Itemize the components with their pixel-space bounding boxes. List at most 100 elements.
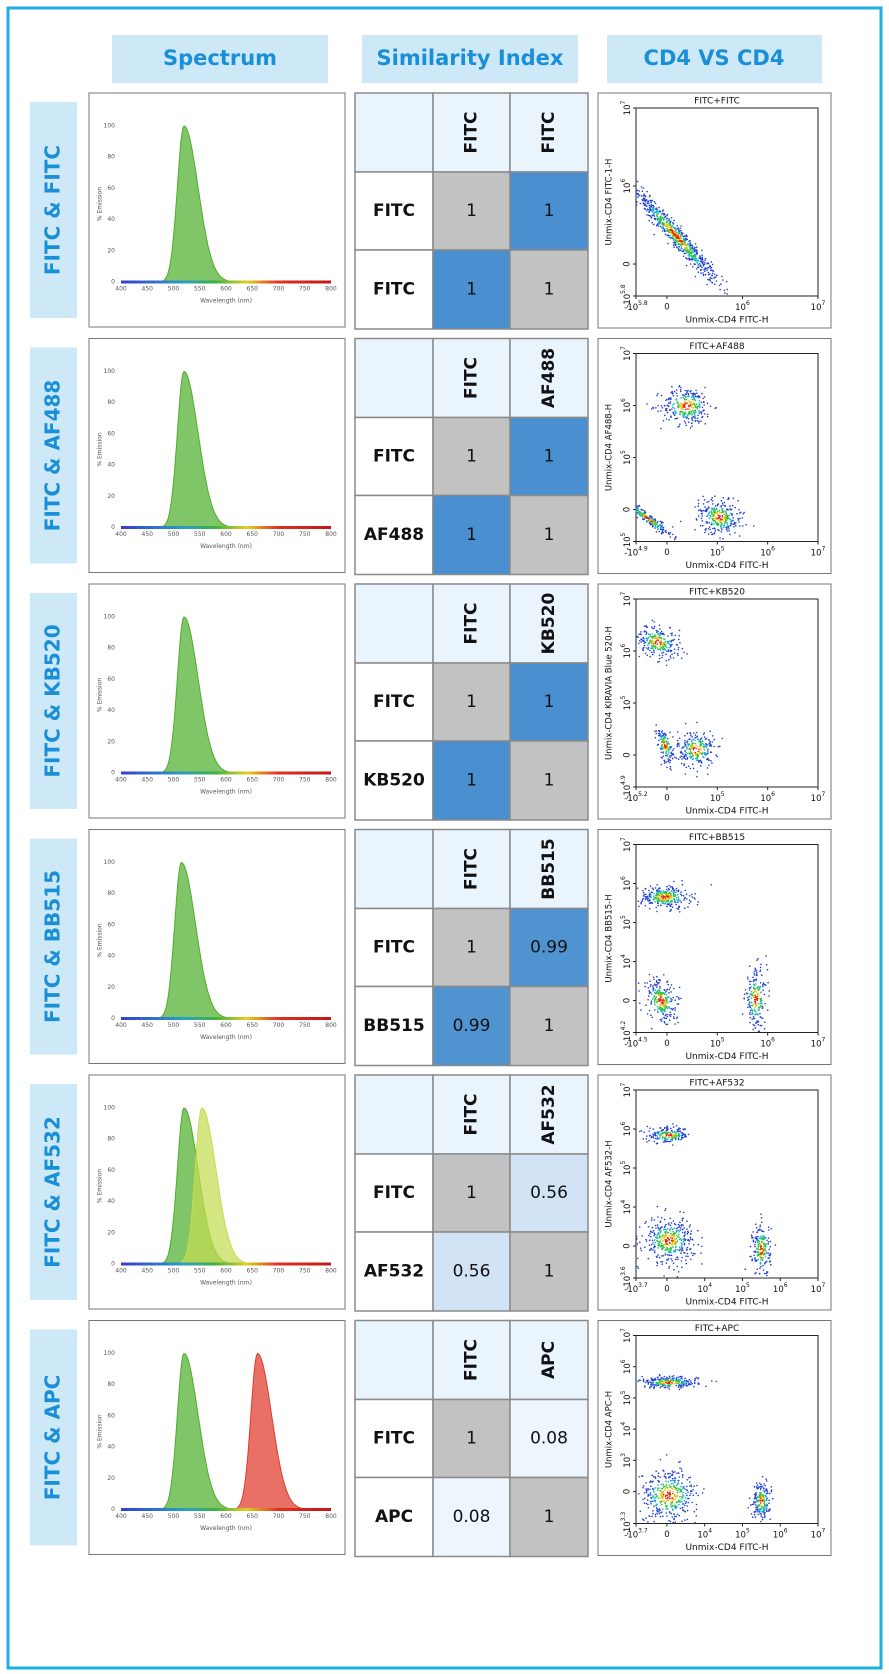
event-dot xyxy=(649,1500,652,1503)
tick-base: 10 xyxy=(773,1285,784,1295)
event-dot xyxy=(689,404,691,406)
event-dot xyxy=(672,1375,675,1377)
event-dot xyxy=(663,898,666,901)
event-dot xyxy=(652,895,655,897)
event-dot xyxy=(708,764,710,767)
event-dot xyxy=(659,1237,661,1239)
event-dot xyxy=(663,1382,665,1385)
event-dot xyxy=(665,1480,667,1483)
event-dot xyxy=(657,1216,659,1218)
event-dot xyxy=(695,389,697,392)
event-dot xyxy=(676,1256,679,1258)
event-dot xyxy=(660,528,662,531)
event-dot xyxy=(763,993,766,996)
matrix-row-header: AF532 xyxy=(364,1262,424,1282)
event-dot xyxy=(686,1246,689,1249)
event-dot xyxy=(667,1244,670,1246)
event-dot xyxy=(649,1492,651,1494)
event-dot xyxy=(687,1477,690,1479)
event-dot xyxy=(659,1476,661,1478)
event-dot xyxy=(677,243,679,246)
event-dot xyxy=(667,1237,669,1240)
x-axis-label: Unmix-CD4 FITC-H xyxy=(685,1543,768,1553)
tick-exp: 4 xyxy=(620,1422,627,1426)
event-dot xyxy=(666,1376,668,1379)
event-dot xyxy=(756,1231,758,1234)
event-dot xyxy=(693,410,696,412)
y-axis-label: Unmix-CD4 KIRAVIA Blue 520-H xyxy=(605,626,615,760)
event-dot xyxy=(679,402,682,405)
event-dot xyxy=(766,1489,768,1492)
event-dot xyxy=(637,900,640,903)
event-dot xyxy=(648,900,651,902)
event-dot xyxy=(660,1246,663,1248)
event-dot xyxy=(686,1220,688,1222)
event-dot xyxy=(681,1476,684,1478)
event-dot xyxy=(681,232,684,234)
y-tick-label: 100 xyxy=(104,859,116,866)
x-tick-label: 500 xyxy=(168,777,180,784)
event-dot xyxy=(643,1519,645,1521)
y-tick-label: 20 xyxy=(107,493,115,500)
event-dot xyxy=(661,227,663,229)
event-dot xyxy=(694,406,697,409)
event-dot xyxy=(760,1253,763,1255)
event-dot xyxy=(662,651,665,654)
event-dot xyxy=(724,292,726,294)
event-dot xyxy=(670,1227,673,1229)
event-dot xyxy=(662,1004,664,1007)
event-dot xyxy=(762,982,765,984)
matrix-value: 0.08 xyxy=(530,1429,568,1449)
event-dot xyxy=(686,1385,689,1387)
event-dot xyxy=(668,658,670,661)
tick-label: 107 xyxy=(620,1328,633,1343)
event-dot xyxy=(667,649,670,651)
event-dot xyxy=(694,752,696,755)
event-dot xyxy=(761,1240,763,1243)
event-dot xyxy=(677,890,680,893)
event-dot xyxy=(685,234,687,236)
event-dot xyxy=(703,745,706,748)
event-dot xyxy=(647,987,650,989)
tick-label: 107 xyxy=(811,1036,826,1049)
event-dot xyxy=(674,893,676,896)
event-dot xyxy=(666,989,668,991)
event-dot xyxy=(707,512,710,515)
event-dot xyxy=(644,985,646,988)
event-dot xyxy=(693,247,695,250)
event-dot xyxy=(728,528,730,530)
event-dot xyxy=(640,511,642,514)
event-dot xyxy=(685,1496,687,1499)
event-dot xyxy=(755,983,757,985)
event-dot xyxy=(754,1027,757,1029)
tick-base: -10 xyxy=(623,294,633,308)
event-dot xyxy=(748,989,751,991)
event-dot xyxy=(660,1007,662,1009)
event-dot xyxy=(664,1379,666,1381)
event-dot xyxy=(664,991,667,994)
event-dot xyxy=(668,1007,671,1009)
event-dot xyxy=(652,642,655,644)
event-dot xyxy=(693,1385,695,1388)
event-dot xyxy=(694,255,697,258)
event-dot xyxy=(644,982,646,984)
event-dot xyxy=(679,1130,681,1132)
event-dot xyxy=(669,1512,671,1514)
event-dot xyxy=(665,1378,667,1380)
event-dot xyxy=(702,509,705,512)
event-dot xyxy=(741,517,744,519)
event-dot xyxy=(675,896,678,899)
event-dot xyxy=(751,1013,753,1015)
event-dot xyxy=(685,398,688,401)
matrix-cell xyxy=(509,249,589,330)
event-dot xyxy=(667,741,670,744)
event-dot xyxy=(659,1009,662,1012)
tick-label: 107 xyxy=(811,1282,826,1295)
event-dot xyxy=(660,1494,662,1497)
event-dot xyxy=(665,1454,668,1456)
event-dot xyxy=(672,888,674,890)
event-dot xyxy=(660,763,663,766)
event-dot xyxy=(671,1479,673,1482)
event-dot xyxy=(666,740,668,743)
event-dot xyxy=(727,526,730,529)
